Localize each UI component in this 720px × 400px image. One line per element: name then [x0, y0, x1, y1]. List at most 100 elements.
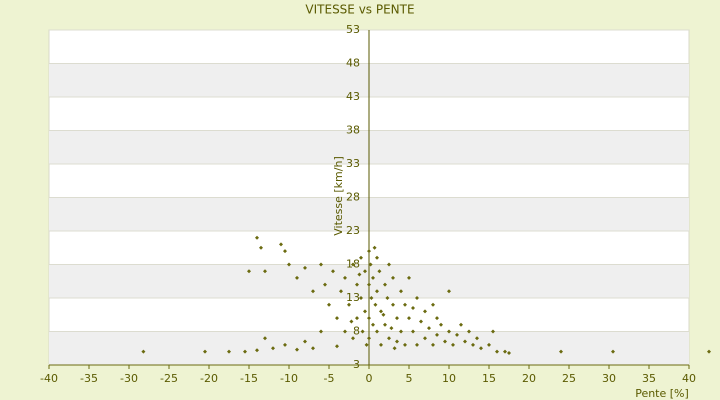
x-tick-label: -5: [324, 372, 335, 385]
point: [343, 329, 347, 334]
point: [377, 269, 382, 274]
point: [375, 289, 379, 294]
point: [319, 329, 323, 334]
point: [385, 296, 390, 300]
point: [399, 289, 403, 294]
x-tick-label: -25: [160, 372, 178, 385]
point: [349, 319, 354, 324]
point: [451, 342, 455, 347]
point: [389, 326, 394, 331]
point: [379, 309, 383, 314]
x-tick-label: -10: [280, 372, 298, 385]
x-tick-label: 15: [482, 372, 496, 385]
point: [367, 316, 371, 321]
point: [395, 339, 399, 344]
y-tick-label: 23: [346, 224, 360, 237]
y-tick-label: 48: [346, 57, 360, 70]
y-tick-label: 53: [346, 23, 360, 36]
y-tick-label: 43: [346, 90, 360, 103]
point: [423, 336, 427, 341]
point: [203, 349, 207, 354]
point: [435, 316, 439, 321]
x-axis-label: Pente [%]: [635, 387, 689, 400]
point: [369, 296, 374, 300]
chart-title: VITESSE vs PENTE: [305, 3, 414, 17]
point: [319, 262, 323, 267]
point: [357, 272, 362, 277]
point: [487, 342, 491, 347]
point: [311, 346, 315, 351]
y-tick-label: 8: [353, 325, 360, 338]
point: [359, 296, 363, 300]
x-tick-label: 30: [602, 372, 616, 385]
point: [403, 302, 407, 307]
point: [507, 350, 511, 355]
point: [339, 289, 343, 294]
point: [255, 348, 259, 353]
point: [371, 322, 375, 327]
point: [611, 349, 615, 354]
point: [283, 342, 287, 347]
point: [479, 346, 483, 351]
x-tick-label: 40: [682, 372, 696, 385]
x-tick-label: -35: [80, 372, 98, 385]
point: [379, 342, 383, 347]
point: [435, 332, 439, 337]
point: [367, 249, 371, 254]
point: [375, 329, 379, 334]
point: [227, 349, 231, 354]
x-tick-label: 25: [562, 372, 576, 385]
point: [375, 255, 379, 260]
point: [259, 245, 263, 250]
point: [503, 349, 507, 354]
point: [271, 346, 275, 351]
point: [363, 309, 367, 314]
point: [381, 312, 386, 317]
point: [364, 342, 369, 347]
point: [335, 316, 339, 321]
y-tick-label: 13: [346, 291, 360, 304]
x-tick-label: 0: [366, 372, 373, 385]
x-tick-label: -40: [40, 372, 58, 385]
point: [371, 275, 375, 280]
point: [141, 349, 146, 354]
point: [331, 269, 335, 274]
y-axis-label: Vitesse [km/h]: [332, 156, 345, 236]
point: [423, 309, 427, 314]
x-tick-label: 35: [642, 372, 656, 385]
point: [463, 339, 467, 344]
point: [427, 326, 431, 331]
point: [287, 262, 291, 267]
point: [359, 255, 363, 260]
point: [459, 322, 463, 327]
point: [263, 269, 267, 274]
point: [431, 302, 435, 307]
point: [467, 329, 471, 334]
point: [263, 336, 267, 341]
point: [392, 346, 397, 351]
point: [255, 235, 259, 240]
point: [407, 316, 411, 321]
point: [475, 336, 479, 341]
y-tick-label: 33: [346, 157, 360, 170]
point: [360, 329, 365, 334]
point: [415, 342, 419, 347]
point: [491, 329, 495, 334]
x-tick-label: -30: [120, 372, 138, 385]
point: [395, 316, 399, 321]
point: [303, 339, 307, 344]
point: [372, 245, 377, 250]
point: [387, 262, 391, 267]
point: [327, 302, 331, 307]
point: [455, 332, 459, 337]
point: [351, 262, 355, 267]
point: [279, 242, 283, 247]
point: [335, 344, 339, 349]
point: [368, 262, 373, 267]
point: [323, 282, 327, 287]
point: [495, 349, 499, 354]
point: [383, 322, 387, 327]
point: [295, 347, 299, 352]
point: [283, 249, 287, 254]
